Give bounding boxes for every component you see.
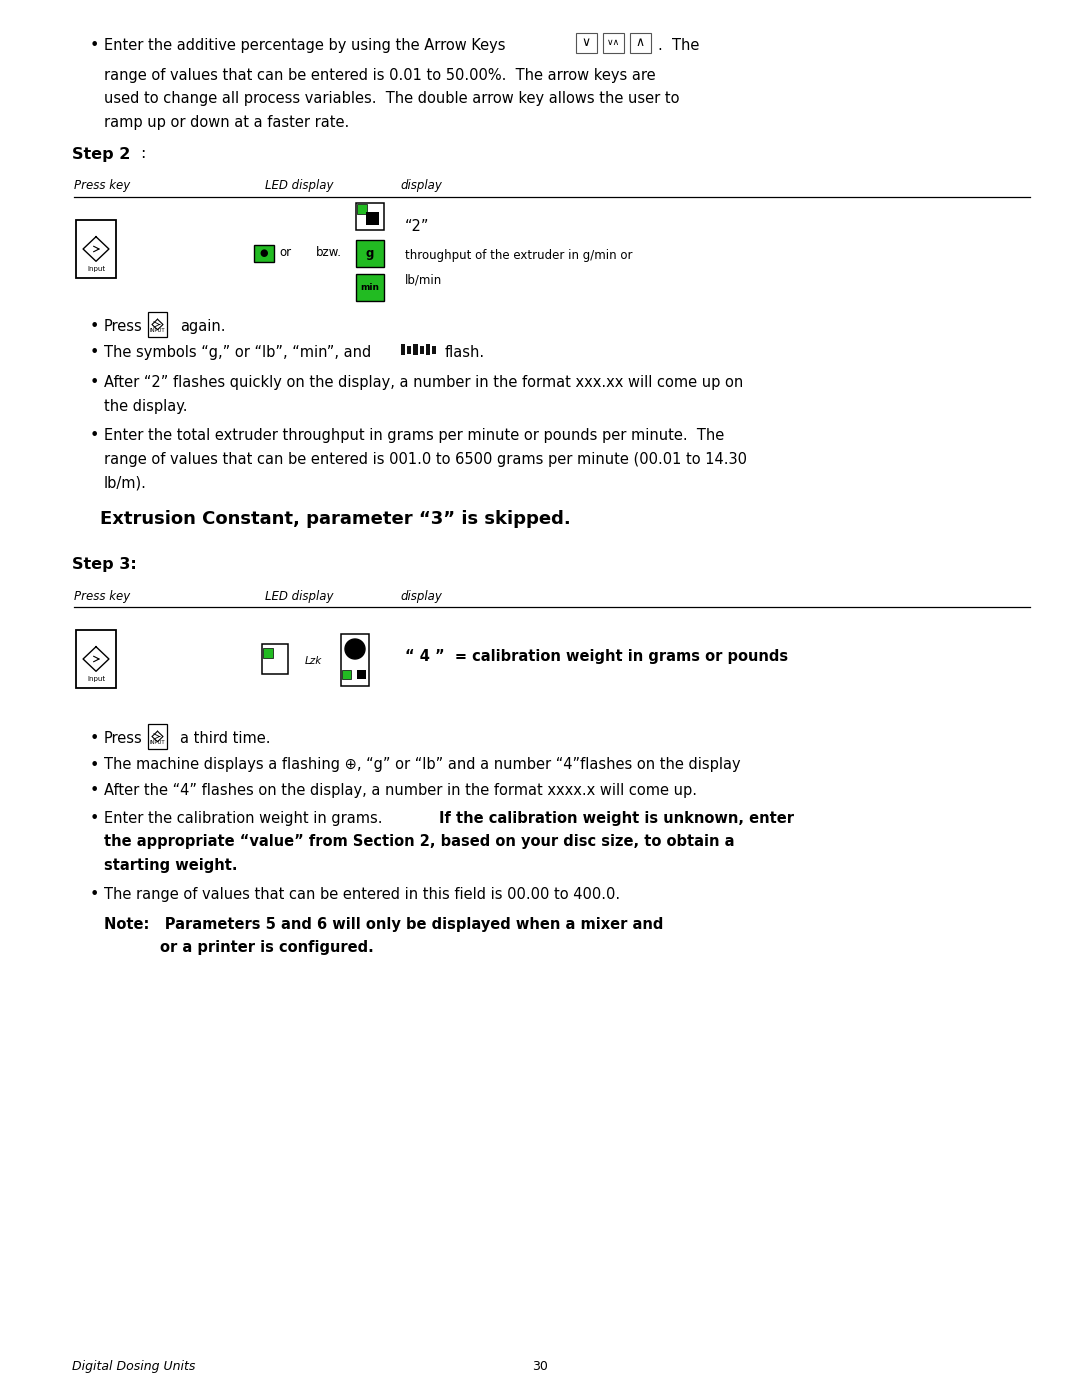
Text: Press key: Press key: [75, 179, 131, 193]
Text: The symbols “g,” or “lb”, “min”, and: The symbols “g,” or “lb”, “min”, and: [104, 345, 372, 359]
Text: If the calibration weight is unknown, enter: If the calibration weight is unknown, en…: [438, 812, 794, 826]
Text: Enter the calibration weight in grams.: Enter the calibration weight in grams.: [104, 812, 392, 826]
Text: INPUT: INPUT: [150, 740, 165, 745]
Bar: [356, 239, 384, 267]
Text: •: •: [90, 782, 99, 798]
Bar: [603, 32, 623, 53]
Text: •: •: [90, 731, 99, 746]
Bar: [357, 204, 367, 214]
Text: flash.: flash.: [445, 345, 485, 359]
Bar: [576, 32, 596, 53]
Text: LED display: LED display: [265, 179, 334, 193]
Bar: [414, 344, 418, 355]
Bar: [420, 345, 423, 353]
Text: lb/m).: lb/m).: [104, 475, 147, 490]
Text: g: g: [366, 246, 374, 260]
Bar: [426, 344, 430, 355]
Text: Press key: Press key: [75, 590, 131, 602]
Text: Lzk: Lzk: [305, 657, 322, 666]
Bar: [407, 345, 411, 353]
Bar: [264, 648, 273, 658]
Text: Step 3:: Step 3:: [72, 556, 137, 571]
Text: ∧: ∧: [635, 36, 645, 49]
Text: bzw.: bzw.: [316, 246, 342, 260]
Text: •: •: [90, 319, 99, 334]
Text: “ 4 ”  = calibration weight in grams or pounds: “ 4 ” = calibration weight in grams or p…: [405, 650, 788, 664]
Text: again.: again.: [180, 319, 226, 334]
Text: The range of values that can be entered in this field is 00.00 to 400.0.: The range of values that can be entered …: [104, 887, 620, 902]
Bar: [148, 724, 167, 749]
Text: the display.: the display.: [104, 398, 188, 414]
Bar: [401, 344, 405, 355]
Text: •: •: [90, 427, 99, 443]
Bar: [432, 345, 436, 353]
Bar: [341, 634, 369, 686]
Text: After the “4” flashes on the display, a number in the format xxxx.x will come up: After the “4” flashes on the display, a …: [104, 782, 697, 798]
Text: or: or: [279, 246, 292, 260]
Text: •: •: [90, 374, 99, 390]
Text: Extrusion Constant, parameter “3” is skipped.: Extrusion Constant, parameter “3” is ski…: [100, 510, 570, 528]
Text: throughput of the extruder in g/min or: throughput of the extruder in g/min or: [405, 249, 633, 263]
Text: Input: Input: [86, 267, 105, 272]
Text: •: •: [90, 887, 99, 902]
Text: •: •: [90, 38, 99, 53]
Text: used to change all process variables.  The double arrow key allows the user to: used to change all process variables. Th…: [104, 91, 679, 106]
Text: Digital Dosing Units: Digital Dosing Units: [72, 1361, 195, 1373]
Text: a third time.: a third time.: [180, 731, 270, 746]
Bar: [254, 244, 274, 261]
Text: or a printer is configured.: or a printer is configured.: [160, 940, 374, 956]
Text: •: •: [90, 757, 99, 773]
Text: range of values that can be entered is 001.0 to 6500 grams per minute (00.01 to : range of values that can be entered is 0…: [104, 451, 747, 467]
Bar: [356, 203, 384, 229]
Bar: [76, 630, 117, 687]
Circle shape: [345, 638, 365, 659]
Text: Note:   Parameters 5 and 6 will only be displayed when a mixer and: Note: Parameters 5 and 6 will only be di…: [104, 916, 663, 932]
Text: •: •: [90, 345, 99, 359]
Text: Enter the total extruder throughput in grams per minute or pounds per minute.  T: Enter the total extruder throughput in g…: [104, 427, 725, 443]
Text: Step 2: Step 2: [72, 147, 131, 162]
Bar: [262, 644, 288, 673]
Text: range of values that can be entered is 0.01 to 50.00%.  The arrow keys are: range of values that can be entered is 0…: [104, 67, 656, 82]
Text: ∨: ∨: [581, 36, 591, 49]
Text: the appropriate “value” from Section 2, based on your disc size, to obtain a: the appropriate “value” from Section 2, …: [104, 834, 734, 849]
Text: min: min: [361, 282, 379, 292]
Text: ramp up or down at a faster rate.: ramp up or down at a faster rate.: [104, 115, 349, 130]
Text: After “2” flashes quickly on the display, a number in the format xxx.xx will com: After “2” flashes quickly on the display…: [104, 374, 743, 390]
Bar: [366, 212, 379, 225]
Text: :: :: [140, 147, 146, 162]
Bar: [630, 32, 650, 53]
Bar: [356, 274, 384, 300]
Bar: [357, 671, 366, 679]
Text: ∨∧: ∨∧: [606, 38, 620, 47]
Text: The machine displays a flashing ⊕, “g” or “lb” and a number “4”flashes on the di: The machine displays a flashing ⊕, “g” o…: [104, 757, 741, 773]
Text: Press: Press: [104, 319, 143, 334]
Bar: [148, 312, 167, 337]
Bar: [76, 221, 117, 278]
Text: display: display: [400, 590, 442, 602]
Text: .  The: . The: [658, 38, 700, 53]
Text: 30: 30: [532, 1361, 548, 1373]
Text: lb/min: lb/min: [405, 272, 442, 286]
Text: display: display: [400, 179, 442, 193]
Text: Press: Press: [104, 731, 143, 746]
Text: “2”: “2”: [405, 219, 430, 235]
Text: ●: ●: [260, 249, 268, 258]
Text: Enter the additive percentage by using the Arrow Keys: Enter the additive percentage by using t…: [104, 38, 505, 53]
Text: starting weight.: starting weight.: [104, 858, 238, 873]
Text: LED display: LED display: [265, 590, 334, 602]
Text: INPUT: INPUT: [150, 328, 165, 334]
Bar: [342, 671, 351, 679]
Text: •: •: [90, 812, 99, 826]
Text: Input: Input: [86, 676, 105, 682]
